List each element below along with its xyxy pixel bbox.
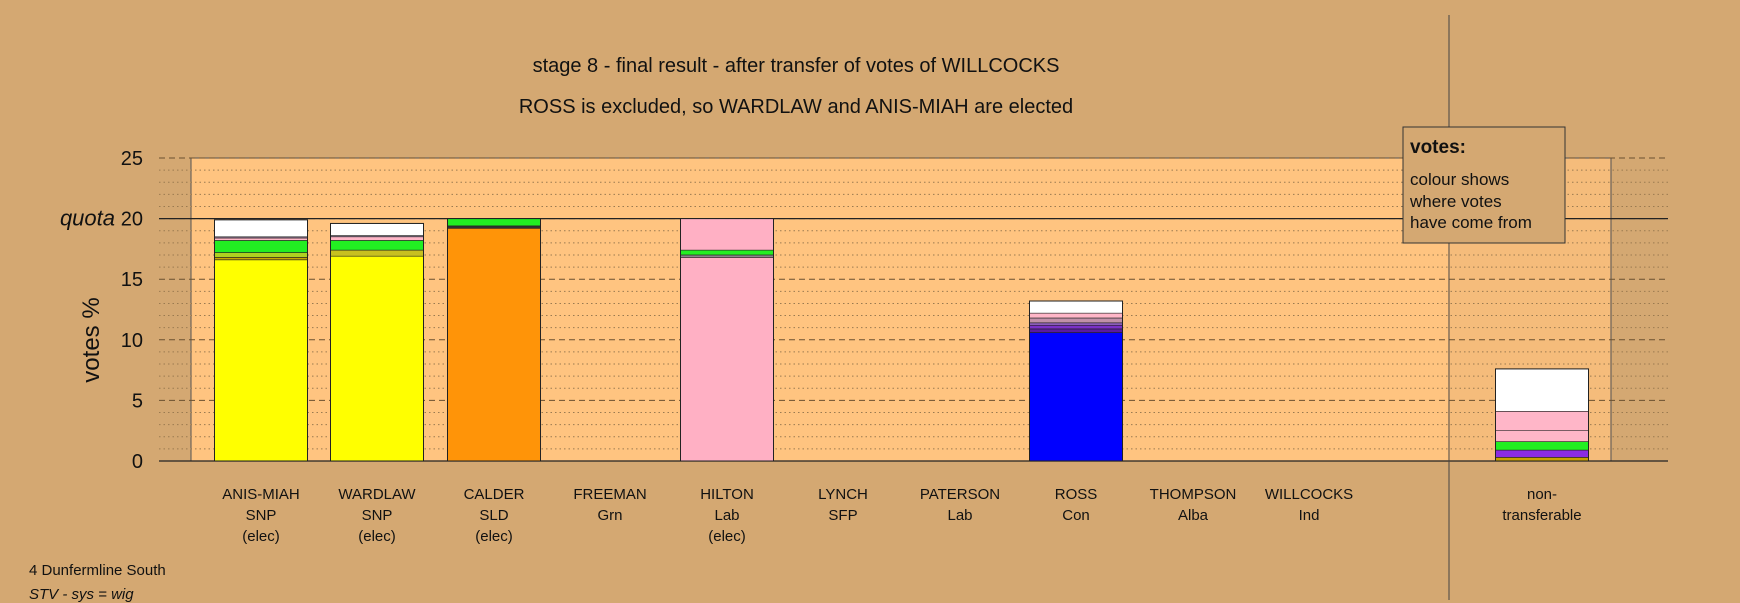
x-tick-label: Lab [714, 507, 739, 524]
x-tick-label: WILLCOCKS [1265, 486, 1353, 503]
x-tick-label: LYNCH [818, 486, 868, 503]
bar-outline [330, 222, 424, 462]
bar-segment [447, 225, 541, 229]
x-tick-label: SFP [828, 507, 857, 524]
bar-stack [447, 218, 541, 462]
bar-segment [1495, 411, 1589, 432]
legend: votes: colour shows where votes have com… [1402, 126, 1566, 244]
legend-line-2: where votes [1409, 192, 1502, 211]
x-tick-label: Grn [597, 507, 622, 524]
bar-stack [1029, 300, 1123, 462]
x-tick-label: ROSS [1055, 486, 1098, 503]
bar-segment [680, 218, 774, 251]
bar-segment [1495, 368, 1589, 412]
bar-segment [330, 236, 424, 241]
legend-line-3: have come from [1410, 213, 1532, 232]
chart-title: stage 8 - final result - after transfer … [533, 55, 1060, 77]
y-axis-label: votes % [78, 297, 105, 382]
bar-segment [680, 249, 774, 256]
bar-stack [680, 218, 774, 462]
bar-segment [1029, 312, 1123, 319]
bar-segment [447, 218, 541, 227]
x-tick-label: ANIS-MIAH [222, 486, 300, 503]
x-tick-label: SNP [246, 507, 277, 524]
x-tick-label: (elec) [358, 528, 396, 545]
bar-segment [1495, 430, 1589, 442]
bar-segment [1029, 328, 1123, 333]
bar-segment [330, 223, 424, 236]
x-tick-label: PATERSON [920, 486, 1000, 503]
bar-stack [1495, 368, 1589, 462]
quota-label: quota [60, 206, 115, 231]
y-tick-label: 10 [121, 330, 143, 352]
bar-outline [680, 218, 774, 462]
bar-segment [330, 240, 424, 251]
y-tick-label: 5 [132, 390, 143, 412]
bars [214, 218, 1589, 462]
y-tick-label: 0 [132, 451, 143, 473]
bar-outline [1495, 368, 1589, 462]
y-tick-label: 15 [121, 269, 143, 291]
legend-line-1: colour shows [1410, 170, 1509, 189]
bar-segment [1495, 457, 1589, 462]
x-tick-label: SNP [362, 507, 393, 524]
bar-segment [1495, 441, 1589, 451]
bar-segment [680, 254, 774, 258]
x-tick-label: Con [1062, 507, 1090, 524]
bar-segment [214, 259, 308, 462]
bar-outline [447, 218, 541, 462]
x-tick-label: Alba [1178, 507, 1209, 524]
x-tick-label: (elec) [242, 528, 280, 545]
bar-segment [214, 219, 308, 238]
bar-segment [1029, 324, 1123, 330]
bar-segment [1029, 322, 1123, 326]
x-tick-label: non- [1527, 486, 1557, 503]
bar-segment [1029, 300, 1123, 314]
y-axis: 0 5 10 15 25 quota 20 [60, 148, 143, 473]
x-tick-label: SLD [479, 507, 508, 524]
bar-segment [330, 255, 424, 462]
x-tick-label: (elec) [475, 528, 513, 545]
x-tick-label: CALDER [464, 486, 525, 503]
bar-outline [1029, 300, 1123, 462]
x-tick-label: FREEMAN [573, 486, 646, 503]
y-tick-label: 20 [121, 209, 143, 231]
y-tick-label: 25 [121, 148, 143, 170]
system-note: STV - sys = wig [29, 586, 134, 603]
ward-name: 4 Dunfermline South [29, 562, 166, 579]
x-tick-label: HILTON [700, 486, 754, 503]
bar-segment [330, 249, 424, 257]
chart-subtitle: ROSS is excluded, so WARDLAW and ANIS-MI… [519, 96, 1073, 118]
bar-stack [214, 219, 308, 462]
x-tick-label: WARDLAW [338, 486, 416, 503]
bar-segment [1495, 449, 1589, 458]
x-tick-label: THOMPSON [1150, 486, 1237, 503]
bar-segment [680, 257, 774, 462]
x-axis-labels: ANIS-MIAH SNP (elec) WARDLAW SNP (elec) CALDER… [222, 486, 1581, 545]
bar-outline [214, 219, 308, 462]
bar-stack [330, 222, 424, 462]
plot-panel [190, 157, 1612, 462]
bar-segment [1029, 317, 1123, 324]
bar-segment [214, 252, 308, 258]
bar-segment [214, 257, 308, 261]
bar-segment [214, 237, 308, 241]
x-tick-label: Ind [1299, 507, 1320, 524]
bar-segment [214, 240, 308, 253]
x-tick-label: Lab [947, 507, 972, 524]
bar-segment [447, 227, 541, 462]
legend-title: votes: [1410, 137, 1466, 158]
legend-box [1402, 126, 1566, 244]
x-tick-label: (elec) [708, 528, 746, 545]
bar-segment [1029, 332, 1123, 462]
x-tick-label: transferable [1502, 507, 1581, 524]
